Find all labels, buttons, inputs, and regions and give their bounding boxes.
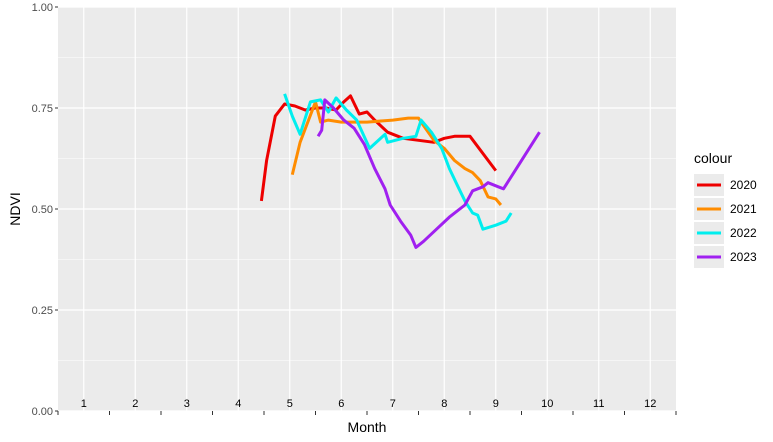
legend-label-2021: 2021 bbox=[730, 202, 757, 216]
major-gridlines bbox=[58, 6, 676, 412]
legend-title: colour bbox=[694, 150, 732, 166]
x-axis-title: Month bbox=[348, 419, 387, 435]
y-axis-title: NDVI bbox=[7, 192, 23, 225]
x-axis bbox=[57, 411, 677, 415]
month-label: 12 bbox=[644, 398, 656, 410]
legend-label-2020: 2020 bbox=[730, 178, 757, 192]
y-axis: 0.00 0.25 0.50 0.75 1.00 bbox=[32, 2, 58, 418]
legend-label-2022: 2022 bbox=[730, 226, 757, 240]
month-label: 8 bbox=[441, 398, 447, 410]
legend: colour 2020 2021 2022 2023 bbox=[694, 150, 757, 268]
series-line-2023 bbox=[316, 98, 541, 249]
minor-gridlines bbox=[58, 57, 676, 361]
month-label: 4 bbox=[235, 398, 241, 410]
y-tick-label: 0.25 bbox=[32, 305, 53, 317]
month-label: 2 bbox=[132, 398, 138, 410]
y-tick-label: 0.50 bbox=[32, 204, 53, 216]
month-label: 1 bbox=[81, 398, 87, 410]
month-label: 7 bbox=[390, 398, 396, 410]
month-label: 5 bbox=[287, 398, 293, 410]
month-label: 6 bbox=[338, 398, 344, 410]
month-label: 3 bbox=[184, 398, 190, 410]
y-tick-label: 0.00 bbox=[32, 406, 53, 418]
month-label: 10 bbox=[541, 398, 553, 410]
y-tick-label: 0.75 bbox=[32, 103, 53, 115]
y-tick-label: 1.00 bbox=[32, 2, 53, 14]
month-label: 11 bbox=[593, 398, 604, 410]
month-label: 9 bbox=[493, 398, 499, 410]
month-tick-labels: 1 2 3 4 5 6 7 8 9 10 11 12 bbox=[81, 398, 657, 410]
legend-label-2023: 2023 bbox=[730, 250, 757, 264]
series-layer bbox=[259, 93, 541, 249]
series-line-2022 bbox=[283, 93, 513, 231]
